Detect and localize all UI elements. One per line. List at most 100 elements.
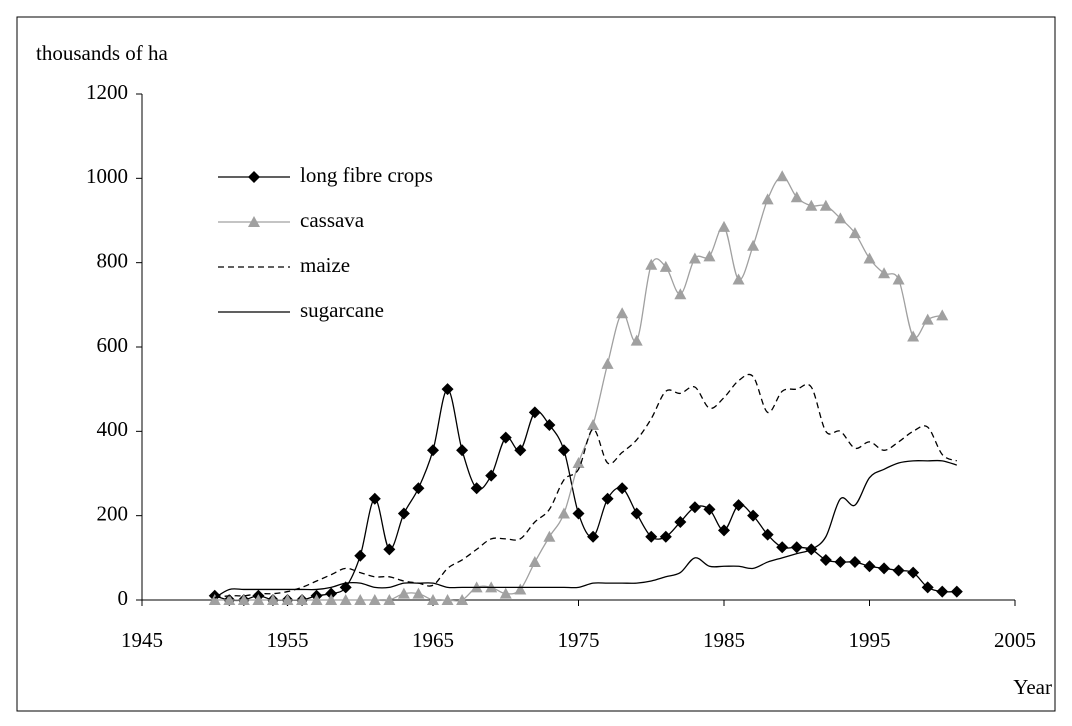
x-tick-label: 2005 (994, 628, 1036, 652)
marker (412, 482, 425, 495)
marker (907, 330, 920, 342)
marker (427, 594, 439, 605)
marker (601, 357, 614, 369)
marker (354, 594, 367, 605)
series-line (214, 175, 943, 602)
marker (790, 191, 803, 203)
y-tick-label: 400 (97, 417, 129, 441)
marker (703, 250, 716, 262)
legend-label: cassava (300, 208, 365, 232)
x-tick-label: 1965 (412, 628, 454, 652)
marker (921, 581, 934, 594)
marker (514, 444, 527, 457)
marker (587, 419, 600, 431)
marker (674, 288, 687, 300)
marker (368, 492, 381, 505)
marker (630, 507, 643, 520)
y-tick-label: 0 (118, 586, 129, 610)
marker (557, 507, 570, 519)
marker (688, 501, 701, 514)
marker (572, 507, 585, 520)
marker (485, 469, 498, 482)
marker (354, 549, 367, 562)
legend-label: sugarcane (300, 298, 384, 322)
marker (383, 543, 396, 556)
marker (499, 431, 512, 444)
marker (819, 199, 832, 211)
marker (557, 444, 570, 457)
marker (703, 503, 716, 516)
marker (325, 594, 338, 605)
marker (688, 252, 701, 264)
marker (907, 566, 920, 579)
marker (645, 258, 658, 270)
marker (325, 587, 338, 600)
y-tick-label: 600 (97, 333, 129, 357)
marker (427, 444, 439, 457)
marker (674, 515, 687, 528)
marker (572, 456, 585, 468)
marker (499, 587, 512, 599)
marker (659, 530, 672, 543)
series-line (214, 373, 958, 599)
marker (543, 530, 556, 542)
marker (936, 309, 949, 321)
marker (834, 212, 847, 224)
marker (616, 307, 629, 319)
marker (776, 541, 789, 554)
marker (790, 541, 803, 554)
marker (456, 444, 469, 457)
series-line (214, 388, 957, 602)
marker (441, 383, 454, 396)
marker (848, 227, 861, 239)
marker (747, 239, 760, 251)
x-tick-label: 1945 (121, 628, 163, 652)
marker (732, 499, 745, 512)
marker (543, 419, 556, 432)
marker (878, 267, 891, 279)
marker (248, 216, 260, 227)
marker (368, 594, 381, 605)
marker (718, 220, 730, 232)
marker (339, 594, 352, 605)
y-axis-label: thousands of ha (36, 41, 168, 65)
marker (950, 585, 963, 598)
marker (892, 273, 905, 285)
marker (776, 170, 789, 182)
y-tick-label: 800 (97, 248, 129, 272)
y-tick-label: 1000 (86, 164, 128, 188)
marker (383, 594, 396, 605)
marker (397, 587, 410, 599)
marker (878, 562, 891, 575)
marker (616, 482, 629, 495)
marker (296, 594, 309, 605)
y-tick-label: 1200 (86, 80, 128, 104)
x-tick-label: 1995 (849, 628, 891, 652)
marker (397, 507, 410, 520)
x-tick-label: 1975 (558, 628, 600, 652)
marker (587, 530, 600, 543)
marker (747, 509, 760, 522)
marker (208, 594, 221, 605)
marker (863, 560, 876, 573)
legend-label: maize (300, 253, 350, 277)
marker (718, 524, 730, 537)
marker (528, 556, 541, 568)
marker (819, 553, 832, 566)
y-tick-label: 200 (97, 501, 129, 525)
marker (528, 406, 541, 419)
marker (834, 556, 847, 569)
marker (456, 594, 469, 605)
marker (761, 193, 774, 205)
marker (266, 594, 279, 605)
marker (252, 594, 265, 605)
marker (248, 171, 260, 183)
marker (223, 594, 236, 605)
marker (761, 528, 774, 541)
x-axis-label: Year (1013, 675, 1052, 699)
marker (412, 587, 425, 599)
marker (281, 594, 294, 605)
marker (659, 260, 672, 272)
marker (630, 334, 643, 346)
